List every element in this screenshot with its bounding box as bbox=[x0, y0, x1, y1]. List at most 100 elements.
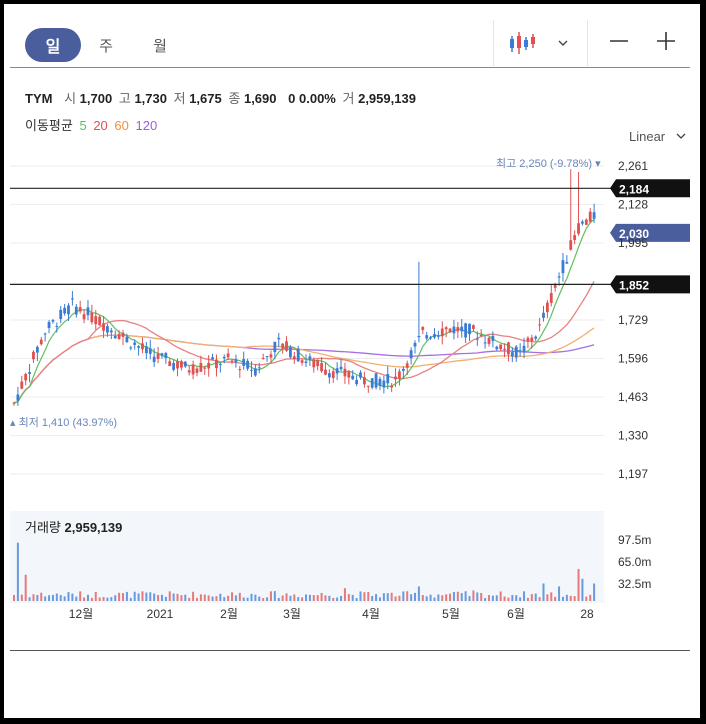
close-value: 1,690 bbox=[243, 91, 277, 106]
volume-panel-label: 거래량 2,959,139 bbox=[25, 517, 122, 536]
scale-selector[interactable]: Linear bbox=[629, 129, 687, 144]
candle-body bbox=[160, 353, 164, 356]
candle-body bbox=[74, 306, 78, 315]
x-tick-label: 5월 bbox=[442, 607, 460, 621]
volume-bar bbox=[445, 594, 448, 601]
candle-body bbox=[347, 371, 351, 378]
volume-bar bbox=[125, 591, 128, 601]
volume-bar bbox=[266, 597, 269, 601]
candle-body bbox=[503, 348, 506, 350]
candle-body bbox=[530, 337, 534, 342]
candle-body bbox=[588, 211, 592, 222]
candle-body bbox=[269, 354, 273, 358]
volume-bar bbox=[324, 595, 327, 601]
candle-body bbox=[479, 334, 483, 336]
candle-body bbox=[335, 368, 339, 374]
volume-bar bbox=[452, 591, 455, 601]
candle-body bbox=[538, 324, 541, 326]
candle-body bbox=[499, 344, 503, 350]
volume-bar bbox=[13, 594, 15, 601]
tab-month[interactable]: 월 bbox=[153, 37, 167, 55]
tab-week[interactable]: 주 bbox=[99, 37, 113, 55]
candle-body bbox=[125, 336, 129, 343]
candle-body bbox=[78, 307, 82, 312]
candle-body bbox=[164, 353, 168, 358]
volume-bar bbox=[195, 597, 198, 601]
candle-body bbox=[82, 314, 86, 320]
zoom-in-icon[interactable] bbox=[656, 31, 676, 51]
volume-bar bbox=[207, 595, 210, 601]
chart-type-selector[interactable] bbox=[504, 26, 574, 60]
volume-bar bbox=[464, 591, 467, 601]
volume-value: 2,959,139 bbox=[358, 91, 416, 106]
x-tick-label: 2월 bbox=[220, 607, 238, 621]
candle-body bbox=[324, 369, 327, 375]
candle-body bbox=[507, 342, 510, 355]
candle-body bbox=[549, 293, 553, 303]
candle-body bbox=[226, 353, 230, 358]
volume-bar bbox=[71, 593, 74, 601]
candle-body bbox=[273, 341, 277, 353]
volume-bar bbox=[94, 591, 97, 601]
volume-bar bbox=[262, 598, 265, 601]
candle-body bbox=[113, 335, 117, 339]
candle-body bbox=[144, 346, 148, 354]
candle-body bbox=[222, 356, 226, 359]
candle-body bbox=[137, 346, 140, 348]
price-chart[interactable]: 2,184 1,852 2,030 2,261 2,128 1,995 1,729 1,596… bbox=[4, 4, 700, 644]
volume-bar bbox=[394, 596, 397, 601]
volume-bar bbox=[456, 591, 459, 601]
candle-body bbox=[464, 323, 468, 338]
quote-summary: TYM 시 1,700 고 1,730 저 1,675 종 1,690 0 0.… bbox=[25, 88, 416, 107]
volume-panel-bg bbox=[10, 511, 604, 603]
volume-bar bbox=[554, 596, 557, 601]
ma120-legend[interactable]: 120 bbox=[135, 118, 158, 133]
candle-body bbox=[176, 361, 179, 369]
candle-body bbox=[94, 316, 98, 325]
candle-body bbox=[339, 366, 343, 370]
volume-bar bbox=[160, 594, 163, 601]
candle-body bbox=[199, 363, 203, 372]
candle-body bbox=[475, 338, 479, 340]
ma20-legend[interactable]: 20 bbox=[93, 118, 108, 133]
candle-body bbox=[117, 333, 121, 340]
close-label: 종 bbox=[228, 91, 241, 106]
volume-bar bbox=[223, 597, 226, 601]
candle-body bbox=[180, 361, 183, 368]
volume-bar bbox=[28, 597, 31, 601]
candle-body bbox=[343, 368, 347, 377]
candle-body bbox=[401, 368, 405, 371]
candle-body bbox=[90, 312, 94, 323]
volume-bar bbox=[184, 594, 187, 601]
volume-bar bbox=[168, 591, 171, 601]
volume-bar bbox=[176, 593, 179, 601]
volume-bar bbox=[569, 595, 572, 601]
volume-bar bbox=[137, 593, 140, 601]
candle-body bbox=[374, 373, 378, 388]
volume-bar bbox=[511, 595, 514, 601]
volume-bar bbox=[359, 591, 362, 601]
volume-bar bbox=[410, 594, 413, 601]
candle-body bbox=[429, 337, 432, 339]
candle-body bbox=[351, 375, 355, 380]
candle-body bbox=[316, 360, 320, 367]
candle-body bbox=[545, 302, 549, 313]
candle-body bbox=[71, 298, 74, 300]
y-tick-label: 1,197 bbox=[618, 467, 648, 481]
tab-day[interactable]: 일 bbox=[25, 28, 81, 62]
candle-body bbox=[534, 336, 538, 339]
volume-bar bbox=[16, 542, 19, 601]
candle-body bbox=[67, 305, 70, 315]
ma5-legend[interactable]: 5 bbox=[79, 118, 87, 133]
candle-body bbox=[20, 381, 24, 389]
y-tick-label: 2,128 bbox=[618, 198, 648, 212]
candle-body bbox=[168, 361, 172, 367]
volume-bar bbox=[573, 596, 576, 601]
candle-body bbox=[242, 359, 246, 366]
candle-body bbox=[234, 359, 238, 363]
candle-body bbox=[514, 346, 518, 358]
low-value: 1,675 bbox=[189, 91, 222, 106]
zoom-out-icon[interactable] bbox=[609, 31, 629, 51]
ma60-legend[interactable]: 60 bbox=[114, 118, 129, 133]
toolbar-divider bbox=[493, 20, 494, 66]
